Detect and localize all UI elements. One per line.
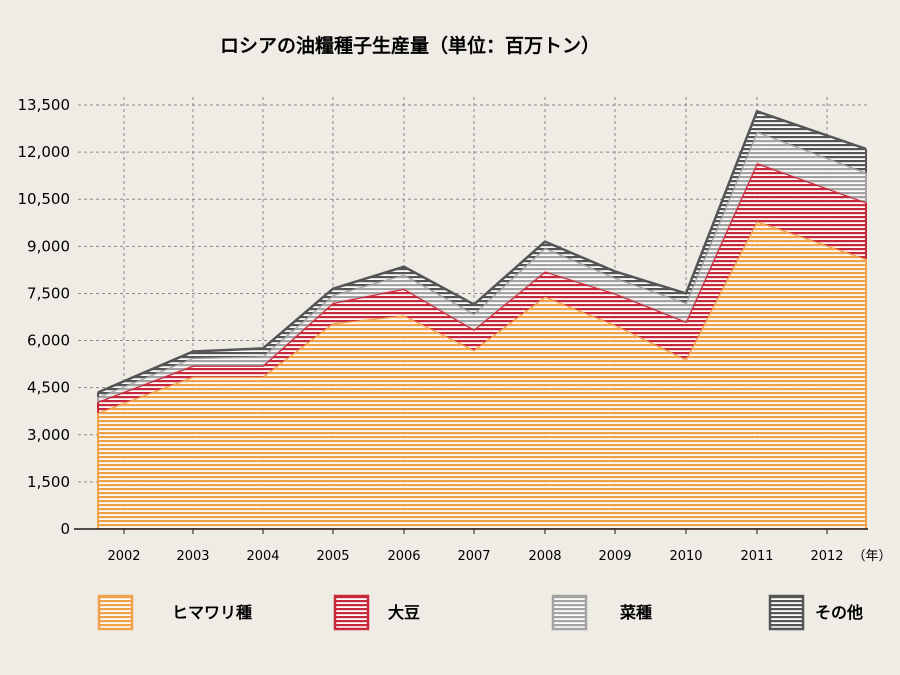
legend-label: ヒマワリ種: [172, 603, 252, 622]
axes: 0 1,500 3,000 4,500 6,000 7,500 9,000 10,500 12,…: [18, 96, 868, 564]
legend-item-4: その他: [768, 594, 863, 631]
y-tick-label: 6,000: [27, 332, 70, 350]
legend-label: その他: [815, 603, 863, 622]
legend-swatch: [551, 594, 588, 631]
legend-item-2: 大豆: [333, 594, 420, 631]
x-tick-label: 2012: [810, 549, 843, 564]
y-tick-label: 3,000: [27, 426, 70, 444]
area-series: [97, 110, 867, 530]
y-tick-label: 7,500: [27, 284, 70, 302]
y-tick-label: 9,000: [27, 237, 70, 255]
area-1: [98, 221, 866, 530]
y-tick-label: 10,500: [18, 190, 71, 208]
area-2: [98, 163, 866, 413]
legend-label: 大豆: [388, 603, 420, 622]
x-tick-label: 2010: [669, 549, 702, 564]
legend-swatch: [768, 594, 805, 631]
y-tick-label: 4,500: [27, 379, 70, 397]
x-tick-label: 2011: [740, 549, 773, 564]
legend-item-1: ヒマワリ種: [97, 594, 252, 631]
x-tick-label: 2005: [316, 549, 349, 564]
legend-item-3: 菜種: [551, 594, 652, 631]
series-line-4: [97, 110, 867, 394]
y-tick-label: 13,500: [18, 96, 71, 114]
x-tick-label: 2007: [457, 549, 490, 564]
x-tick-label: 2003: [176, 549, 209, 564]
x-tick-label: 2006: [387, 549, 420, 564]
x-tick-label: 2008: [528, 549, 561, 564]
legend: ヒマワリ種 大豆 菜種 その他: [97, 594, 863, 631]
y-tick-label: 0: [60, 520, 70, 538]
x-tick-label: 2002: [107, 549, 140, 564]
y-tick-label: 1,500: [27, 473, 70, 491]
y-tick-label: 12,000: [18, 143, 71, 161]
legend-swatch: [97, 594, 134, 631]
x-tick-label: 2004: [246, 549, 279, 564]
x-unit-label: （年）: [852, 549, 891, 564]
legend-swatch: [333, 594, 370, 631]
legend-label: 菜種: [619, 603, 652, 622]
x-tick-label: 2009: [598, 549, 631, 564]
chart-title: ロシアの油糧種子生産量（単位：百万トン）: [220, 34, 600, 57]
